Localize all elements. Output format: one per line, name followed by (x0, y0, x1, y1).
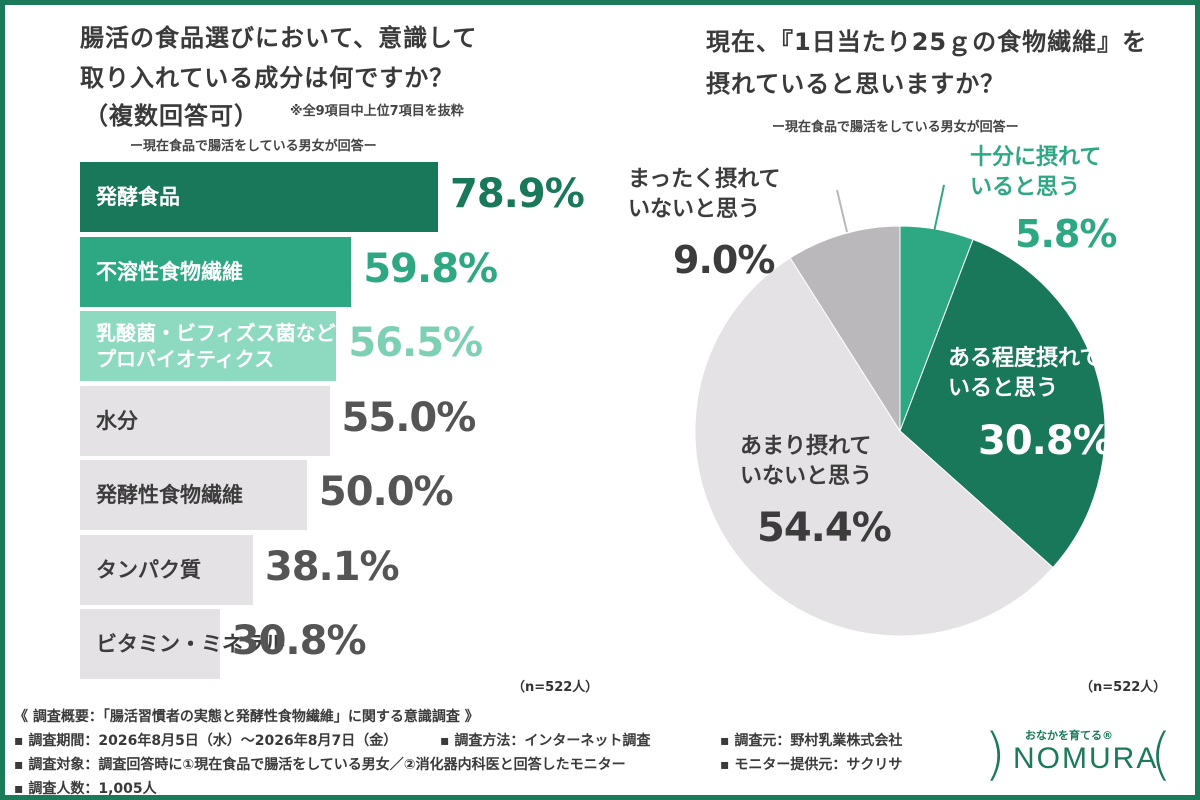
pie-slice-1 (899, 238, 1106, 569)
bar-value-2: 56.5% (348, 320, 483, 366)
footer-period: ▪ 調査期間：2026年8月5日（水）～2026年8月7日（金） (14, 733, 398, 749)
bar-value-1: 59.8% (363, 245, 498, 292)
bar-label-4: 発酵性食物繊維 (96, 483, 243, 507)
bar-3 (80, 385, 330, 456)
pie-label-1: ある程度摂れて いると思う (948, 346, 1102, 401)
footer-provider: ▪ モニター提供元：サクリサ (720, 757, 903, 773)
bar-1 (80, 236, 352, 307)
bar-0 (80, 162, 438, 232)
pie-value-1: 30.8% (978, 418, 1113, 464)
bar-label-1: 不溶性食物繊維 (96, 259, 243, 284)
pie-label-2: あまり摂れて いないと思う (740, 434, 873, 489)
logo-tagline: おなかを育てる® (1025, 729, 1113, 742)
bar-value-5: 38.1% (264, 543, 400, 590)
pie-slice-2 (694, 257, 1054, 637)
logo-name: NOMURA (1013, 742, 1159, 775)
right-title-line2: 摂れていると思いますか？ (706, 70, 1006, 98)
bar-label-0: 発酵食品 (96, 185, 180, 209)
bar-value-6: 30.8% (231, 618, 367, 664)
footer-count: ▪ 調査人数：1,005人 (14, 781, 157, 797)
bar-label-6: ビタミン・ミネラル (96, 632, 285, 656)
bar-value-3: 55.0% (341, 394, 477, 441)
right-title-line1: 現在、『1日当たり25ｇの食物繊維』を (706, 28, 1148, 56)
left-title-line2: 取り入れている成分は何ですか？ (80, 64, 455, 92)
pie-value-0: 5.8% (1015, 212, 1117, 256)
left-title-line1: 腸活の食品選びにおいて、意識して (80, 24, 478, 52)
footer-target: ▪ 調査対象：調査回答時に①現在食品で腸活をしている男女／②消化器内科医と回答し… (14, 757, 626, 773)
bar-5 (80, 534, 253, 605)
pie-leader-line-0 (933, 184, 945, 233)
bar-label-3: 水分 (96, 408, 138, 433)
pie-label-0: 十分に摂れて いると思う (970, 145, 1102, 200)
logo-left-bracket: ) (984, 722, 1006, 787)
bar-value-0: 78.9% (450, 171, 585, 217)
right-n-label: （n=522人） (1080, 680, 1167, 695)
footer-method: ▪ 調査方法：インターネット調査 (440, 733, 651, 749)
bar-6 (80, 609, 220, 679)
left-note: ※全9項目中上位7項目を抜粋 (290, 104, 464, 119)
bar-value-4: 50.0% (318, 469, 454, 515)
left-title-line3: （複数回答可） (84, 102, 259, 130)
logo-right-bracket: ( (1150, 722, 1172, 787)
pie-value-2: 54.4% (757, 505, 892, 551)
left-n-label: （n=522人） (512, 680, 599, 695)
bar-4 (80, 460, 307, 530)
left-subtitle: ー現在食品で腸活をしている男女が回答ー (130, 139, 377, 154)
right-subtitle: ー現在食品で腸活をしている男女が回答ー (772, 120, 1019, 135)
bar-label-2: 乳酸菌・ビフィズス菌などの プロバイオティクス (96, 321, 356, 371)
pie-label-3: まったく摂れて いないと思う (628, 167, 781, 222)
bar-label-5: タンパク質 (96, 557, 201, 582)
footer-title: 《 調査概要：「腸活習慣者の実態と発酵性食物繊維」に関する意識調査 》 (14, 709, 479, 725)
pie-value-3: 9.0% (673, 238, 775, 282)
footer-source: ▪ 調査元：野村乳業株式会社 (720, 733, 903, 749)
pie-slice-3 (789, 225, 901, 433)
pie-leader-line-3 (836, 189, 848, 233)
bar-2 (80, 311, 337, 381)
